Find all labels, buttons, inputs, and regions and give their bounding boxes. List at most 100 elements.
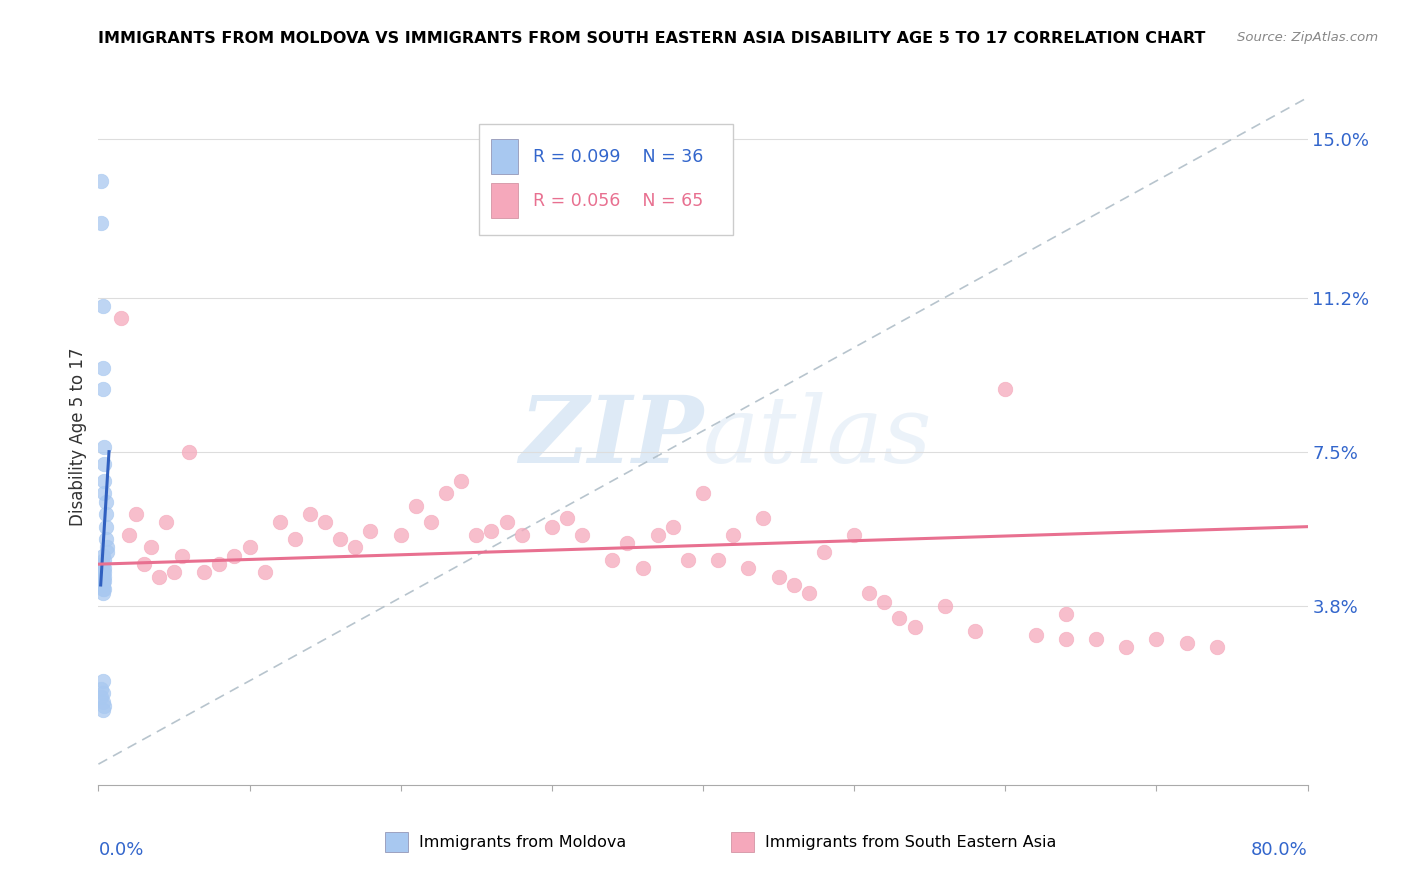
Point	[1144, 632, 1167, 647]
Point	[193, 566, 215, 580]
Point	[389, 528, 412, 542]
Point	[239, 541, 262, 555]
Point	[631, 561, 654, 575]
Point	[93, 486, 115, 500]
Point	[1054, 632, 1077, 647]
Point	[94, 507, 117, 521]
Point	[299, 507, 322, 521]
Point	[179, 444, 201, 458]
Point	[420, 516, 443, 530]
Point	[329, 532, 352, 546]
Point	[118, 528, 141, 542]
Point	[96, 544, 118, 558]
Text: atlas: atlas	[703, 392, 932, 482]
Point	[94, 532, 117, 546]
Point	[141, 541, 163, 555]
Point	[91, 686, 114, 700]
Point	[93, 441, 115, 455]
Point	[752, 511, 775, 525]
Point	[858, 586, 880, 600]
Text: R = 0.056    N = 65: R = 0.056 N = 65	[533, 192, 703, 210]
Point	[93, 561, 115, 575]
Point	[540, 519, 562, 533]
Point	[93, 569, 115, 583]
Point	[797, 586, 820, 600]
Point	[647, 528, 669, 542]
Point	[148, 569, 170, 583]
Point	[269, 516, 291, 530]
Point	[90, 690, 112, 705]
Point	[481, 524, 503, 538]
Point	[91, 557, 114, 571]
Point	[965, 624, 987, 638]
Point	[495, 516, 517, 530]
Text: Immigrants from Moldova: Immigrants from Moldova	[419, 835, 626, 849]
Point	[93, 566, 115, 580]
Point	[602, 553, 624, 567]
Point	[450, 474, 472, 488]
Point	[1085, 632, 1108, 647]
Point	[360, 524, 382, 538]
Point	[1206, 640, 1229, 655]
Point	[91, 569, 114, 583]
Point	[163, 566, 186, 580]
Point	[844, 528, 866, 542]
Point	[110, 311, 132, 326]
Point	[224, 549, 246, 563]
Point	[1175, 636, 1198, 650]
Point	[314, 516, 336, 530]
Point	[91, 382, 114, 396]
Point	[94, 494, 117, 508]
Point	[93, 582, 115, 596]
Point	[253, 566, 276, 580]
Text: Immigrants from South Eastern Asia: Immigrants from South Eastern Asia	[765, 835, 1056, 849]
Point	[93, 474, 115, 488]
Point	[707, 553, 730, 567]
Point	[91, 574, 114, 588]
Bar	[492, 183, 517, 218]
Point	[1115, 640, 1137, 655]
Point	[616, 536, 638, 550]
Point	[284, 532, 307, 546]
Text: 80.0%: 80.0%	[1251, 840, 1308, 859]
Text: 0.0%: 0.0%	[98, 840, 143, 859]
Point	[91, 549, 114, 563]
Point	[465, 528, 488, 542]
Point	[934, 599, 956, 613]
Point	[783, 578, 806, 592]
Point	[90, 174, 112, 188]
Text: R = 0.099    N = 36: R = 0.099 N = 36	[533, 148, 703, 166]
Text: Source: ZipAtlas.com: Source: ZipAtlas.com	[1237, 31, 1378, 45]
Point	[91, 695, 114, 709]
Point	[904, 620, 927, 634]
Point	[91, 582, 114, 596]
Bar	[492, 139, 517, 174]
Point	[91, 673, 114, 688]
Point	[93, 457, 115, 471]
Point	[571, 528, 593, 542]
Y-axis label: Disability Age 5 to 17: Disability Age 5 to 17	[69, 348, 87, 526]
Point	[813, 544, 835, 558]
Point	[125, 507, 148, 521]
Point	[90, 215, 112, 229]
Point	[994, 382, 1017, 396]
Point	[692, 486, 714, 500]
Point	[434, 486, 457, 500]
FancyBboxPatch shape	[479, 124, 734, 235]
Point	[1054, 607, 1077, 622]
Point	[93, 553, 115, 567]
Point	[1024, 628, 1046, 642]
Point	[344, 541, 367, 555]
Point	[91, 703, 114, 717]
Point	[676, 553, 699, 567]
Point	[555, 511, 578, 525]
Text: IMMIGRANTS FROM MOLDOVA VS IMMIGRANTS FROM SOUTH EASTERN ASIA DISABILITY AGE 5 T: IMMIGRANTS FROM MOLDOVA VS IMMIGRANTS FR…	[98, 31, 1206, 46]
Point	[90, 682, 112, 697]
Point	[405, 499, 427, 513]
Point	[91, 361, 114, 376]
Point	[768, 569, 790, 583]
Point	[94, 519, 117, 533]
Point	[132, 557, 155, 571]
Point	[208, 557, 231, 571]
Point	[91, 586, 114, 600]
